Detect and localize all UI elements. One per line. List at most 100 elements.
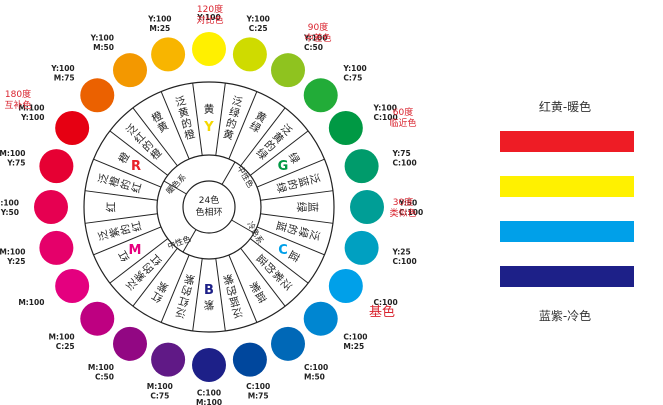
hue-circle (271, 53, 305, 88)
annotation-middle-color: 中差色 (304, 32, 331, 44)
svg-text:M:100: M:100 (0, 247, 25, 256)
svg-text:的: 的 (118, 178, 133, 192)
hue-divider (160, 254, 190, 323)
cmyk-label: Y:25C:100 (392, 247, 417, 266)
svg-text:M:100: M:100 (18, 298, 44, 307)
hue-divider (215, 258, 226, 331)
svg-text:Y:50: Y:50 (0, 208, 19, 217)
center-label-line1: 24色 (199, 194, 219, 206)
svg-text:Y:100: Y:100 (342, 64, 366, 73)
svg-text:C:100: C:100 (343, 333, 367, 342)
annotation-30-degree: 30度 (393, 196, 413, 208)
svg-text:C:75: C:75 (150, 391, 169, 400)
cmyk-label: Y:75C:100 (392, 149, 417, 168)
inner-ring (156, 154, 262, 260)
hue-circle (80, 301, 115, 336)
hue-circle (328, 111, 363, 145)
svg-text:Y:50: Y:50 (398, 198, 417, 207)
cmyk-label: M:100 (18, 298, 44, 307)
svg-text:绿: 绿 (295, 202, 308, 213)
svg-text:M:100: M:100 (0, 149, 25, 158)
hue-divider (215, 83, 226, 156)
svg-text:绿: 绿 (228, 105, 242, 120)
svg-text:Y:100: Y:100 (90, 34, 114, 43)
hue-divider (228, 91, 258, 160)
annotation-180-degree: 180度 (5, 88, 31, 100)
hue-circle (303, 78, 338, 113)
svg-text:M:50: M:50 (93, 43, 114, 52)
hue-circle (113, 53, 147, 88)
svg-text:M:75: M:75 (54, 73, 75, 82)
svg-text:橙: 橙 (107, 174, 122, 188)
hue-circle (113, 326, 147, 361)
svg-text:红: 红 (129, 180, 144, 194)
svg-text:M:25: M:25 (149, 24, 170, 33)
svg-text:M:75: M:75 (248, 391, 269, 400)
hue-circle (80, 78, 115, 113)
hue-divider (132, 247, 178, 307)
svg-text:绿: 绿 (296, 226, 311, 240)
hue-circle (328, 269, 363, 303)
svg-text:C:50: C:50 (95, 372, 114, 381)
svg-text:M:100: M:100 (147, 382, 173, 391)
hue-circle (39, 230, 74, 265)
primary-markers: Y G C B M R (129, 120, 289, 298)
group-divider (182, 229, 197, 253)
svg-text:Y:100: Y:100 (196, 13, 220, 22)
svg-text:黄: 黄 (222, 127, 236, 142)
svg-text:C:100: C:100 (393, 257, 417, 266)
center-label: 24色 色相环 (195, 194, 222, 218)
group-divider (163, 180, 187, 195)
hue-divider (109, 130, 169, 176)
hue-divider (93, 226, 162, 256)
hue-name-label: 黄 (204, 103, 215, 116)
svg-text:C:100: C:100 (197, 388, 221, 397)
svg-text:M:100: M:100 (18, 103, 44, 112)
svg-text:M:100: M:100 (0, 198, 19, 207)
hue-divider (249, 130, 309, 176)
svg-text:泛: 泛 (174, 305, 188, 319)
hue-circle (232, 37, 267, 72)
svg-text:C:100: C:100 (374, 113, 398, 122)
primary-marker-C: C (278, 243, 288, 258)
hue-divider (93, 158, 162, 188)
svg-text:红: 红 (176, 294, 190, 309)
hue-divider (160, 91, 190, 160)
svg-text:C:25: C:25 (56, 342, 75, 351)
hue-divider (192, 258, 203, 331)
svg-text:Y:100: Y:100 (20, 113, 44, 122)
annotation-base-color: 基色 (369, 304, 395, 320)
svg-text:紫: 紫 (183, 272, 196, 286)
svg-text:紫: 紫 (222, 272, 235, 286)
svg-text:的: 的 (285, 223, 300, 237)
svg-text:C:50: C:50 (304, 43, 323, 52)
svg-text:C:100: C:100 (399, 208, 423, 217)
hue-circle (350, 190, 384, 224)
hue-divider (85, 213, 158, 224)
hue-circle (192, 32, 226, 66)
hue-divider (85, 190, 158, 201)
hue-divider (228, 254, 258, 323)
hue-divider (109, 238, 169, 284)
svg-text:Y:25: Y:25 (392, 247, 411, 256)
primary-marker-M: M (129, 243, 142, 258)
outer-ring (83, 81, 335, 333)
swatch-red (500, 131, 634, 152)
annotation-adjacent-color: 临近色 (389, 117, 416, 129)
